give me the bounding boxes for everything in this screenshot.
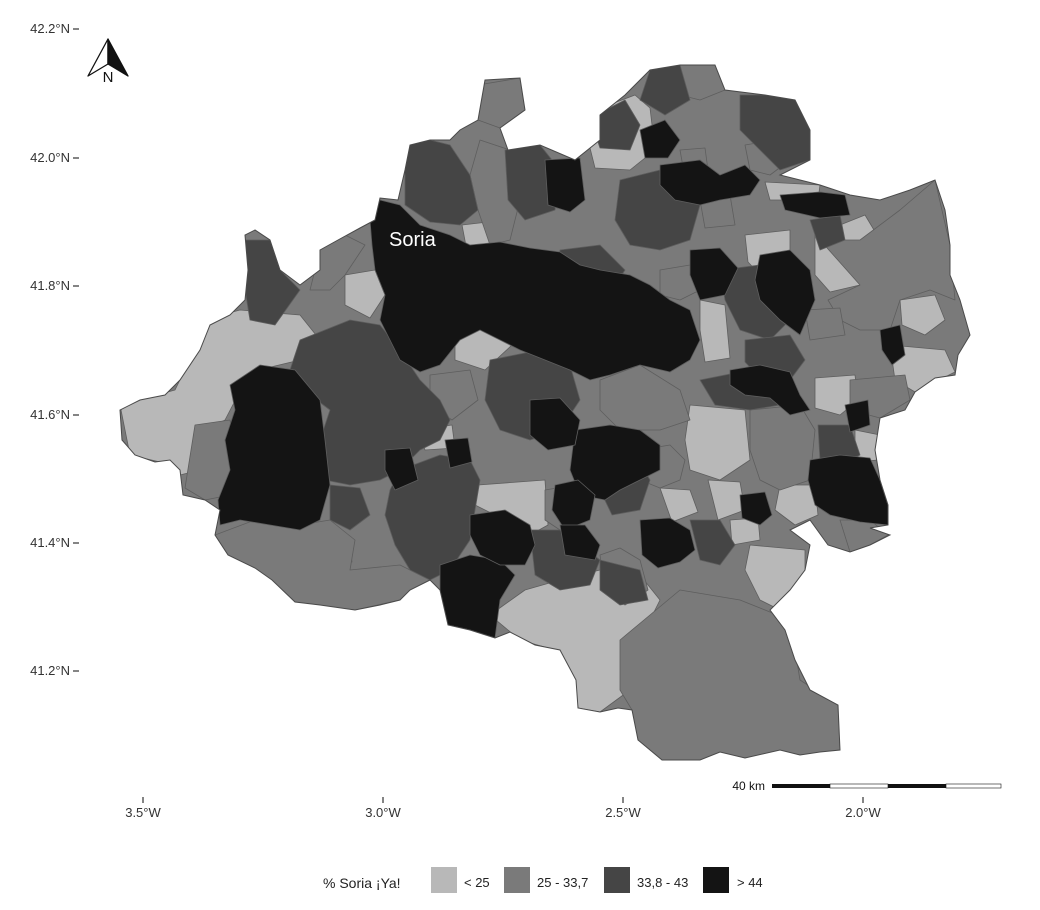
legend-label: < 25 xyxy=(464,875,490,890)
municipality-gt44[interactable] xyxy=(659,159,761,206)
municipality-25-337[interactable] xyxy=(819,179,956,331)
legend-label: 25 - 33,7 xyxy=(537,875,588,890)
municipality-gt44[interactable] xyxy=(469,509,536,566)
legend-title: % Soria ¡Ya! xyxy=(323,875,401,891)
north-arrow: N xyxy=(87,38,129,86)
municipality-25-337[interactable] xyxy=(749,404,816,491)
municipality-gt44[interactable] xyxy=(544,157,586,213)
municipality-gt44[interactable] xyxy=(739,491,773,526)
lat-label: 41.4°N xyxy=(30,535,70,550)
legend-item: 25 - 33,7 xyxy=(504,867,588,893)
lon-label: 2.0°W xyxy=(845,805,881,820)
latitude-axis: 42.2°N 42.0°N 41.8°N 41.6°N 41.4°N 41.2°… xyxy=(30,21,79,678)
scale-segment xyxy=(945,783,1002,789)
municipalities xyxy=(120,65,956,760)
municipality-338-43[interactable] xyxy=(329,484,371,531)
municipality-lt25[interactable] xyxy=(684,404,751,481)
lat-label: 41.6°N xyxy=(30,407,70,422)
municipality-25-337[interactable] xyxy=(619,589,841,760)
legend-label: > 44 xyxy=(737,875,763,890)
lat-label: 41.2°N xyxy=(30,663,70,678)
north-arrow-letter: N xyxy=(103,69,114,86)
north-arrow-icon xyxy=(87,38,129,77)
municipality-gt44[interactable] xyxy=(689,247,739,301)
lat-tick-414: 41.4°N xyxy=(30,535,79,550)
legend-item: < 25 xyxy=(431,867,490,893)
municipality-gt44[interactable] xyxy=(559,524,601,561)
legend-swatch xyxy=(431,867,457,893)
municipality-gt44[interactable] xyxy=(879,324,906,366)
longitude-axis: 3.5°W 3.0°W 2.5°W 2.0°W xyxy=(125,797,881,820)
municipality-25-337[interactable] xyxy=(477,77,526,129)
scale-bar-label: 40 km xyxy=(732,779,765,793)
lat-label: 41.8°N xyxy=(30,278,70,293)
municipality-338-43[interactable] xyxy=(689,519,736,566)
municipality-gt44[interactable] xyxy=(639,119,681,159)
city-label-soria: Soria xyxy=(389,229,437,251)
legend-swatch xyxy=(504,867,530,893)
municipality-lt25[interactable] xyxy=(344,269,386,319)
lon-label: 3.5°W xyxy=(125,805,161,820)
municipality-338-43[interactable] xyxy=(399,139,479,226)
lat-label: 42.0°N xyxy=(30,150,70,165)
municipality-gt44[interactable] xyxy=(444,437,473,469)
municipality-gt44[interactable] xyxy=(369,199,701,381)
municipality-gt44[interactable] xyxy=(779,191,851,219)
municipality-gt44[interactable] xyxy=(551,479,596,531)
scale-segment xyxy=(829,783,889,789)
municipality-gt44[interactable] xyxy=(384,447,419,491)
lat-tick-422: 42.2°N xyxy=(30,21,79,36)
municipality-lt25[interactable] xyxy=(899,294,946,336)
scale-bar: 40 km xyxy=(732,779,1002,793)
scale-segment xyxy=(772,784,830,788)
lon-tick-30: 3.0°W xyxy=(365,797,401,820)
lat-tick-416: 41.6°N xyxy=(30,407,79,422)
municipality-gt44[interactable] xyxy=(729,364,811,416)
scale-segment xyxy=(888,784,946,788)
municipality-25-337[interactable] xyxy=(804,307,846,341)
municipality-338-43[interactable] xyxy=(599,559,649,606)
legend-item: 33,8 - 43 xyxy=(604,867,688,893)
municipality-25-337[interactable] xyxy=(599,364,691,431)
municipality-lt25[interactable] xyxy=(659,487,699,523)
municipality-gt44[interactable] xyxy=(217,364,331,531)
province-map xyxy=(119,64,971,761)
lon-tick-25: 2.5°W xyxy=(605,797,641,820)
lat-label: 42.2°N xyxy=(30,21,70,36)
lat-tick-412: 41.2°N xyxy=(30,663,79,678)
municipality-gt44[interactable] xyxy=(529,397,581,451)
legend-swatch xyxy=(703,867,729,893)
municipality-gt44[interactable] xyxy=(754,249,816,336)
municipality-gt44[interactable] xyxy=(844,399,871,433)
legend-swatch xyxy=(604,867,630,893)
lon-label: 3.0°W xyxy=(365,805,401,820)
legend-item: > 44 xyxy=(703,867,763,893)
lat-tick-420: 42.0°N xyxy=(30,150,79,165)
legend-label: 33,8 - 43 xyxy=(637,875,688,890)
municipality-lt25[interactable] xyxy=(699,299,731,363)
lon-tick-20: 2.0°W xyxy=(845,797,881,820)
lon-tick-35: 3.5°W xyxy=(125,797,161,820)
lon-label: 2.5°W xyxy=(605,805,641,820)
legend: % Soria ¡Ya! < 25 25 - 33,7 33,8 - 43 > … xyxy=(323,867,763,893)
municipality-gt44[interactable] xyxy=(639,517,696,569)
lat-tick-418: 41.8°N xyxy=(30,278,79,293)
